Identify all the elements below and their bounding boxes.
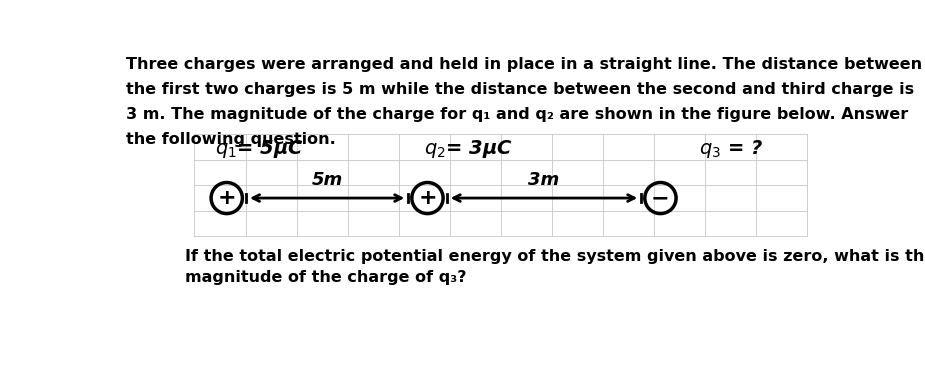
- Text: +: +: [418, 188, 437, 208]
- Text: If the total electric potential energy of the system given above is zero, what i: If the total electric potential energy o…: [185, 249, 925, 264]
- Text: +: +: [217, 188, 236, 208]
- Text: 3 m. The magnitude of the charge for q₁ and q₂ are shown in the figure below. An: 3 m. The magnitude of the charge for q₁ …: [126, 107, 908, 122]
- Text: 3m: 3m: [528, 171, 560, 189]
- Text: Three charges were arranged and held in place in a straight line. The distance b: Three charges were arranged and held in …: [126, 57, 922, 72]
- Text: −: −: [651, 188, 670, 208]
- Text: $q_3$ = ?: $q_3$ = ?: [699, 138, 763, 160]
- Text: $q_1$= 5μC: $q_1$= 5μC: [216, 138, 304, 160]
- Text: $q_2$= 3μC: $q_2$= 3μC: [424, 138, 512, 160]
- Text: the first two charges is 5 m while the distance between the second and third cha: the first two charges is 5 m while the d…: [126, 82, 914, 97]
- Text: the following question.: the following question.: [126, 132, 336, 147]
- Text: 5m: 5m: [312, 171, 343, 189]
- Text: magnitude of the charge of q₃?: magnitude of the charge of q₃?: [185, 270, 467, 286]
